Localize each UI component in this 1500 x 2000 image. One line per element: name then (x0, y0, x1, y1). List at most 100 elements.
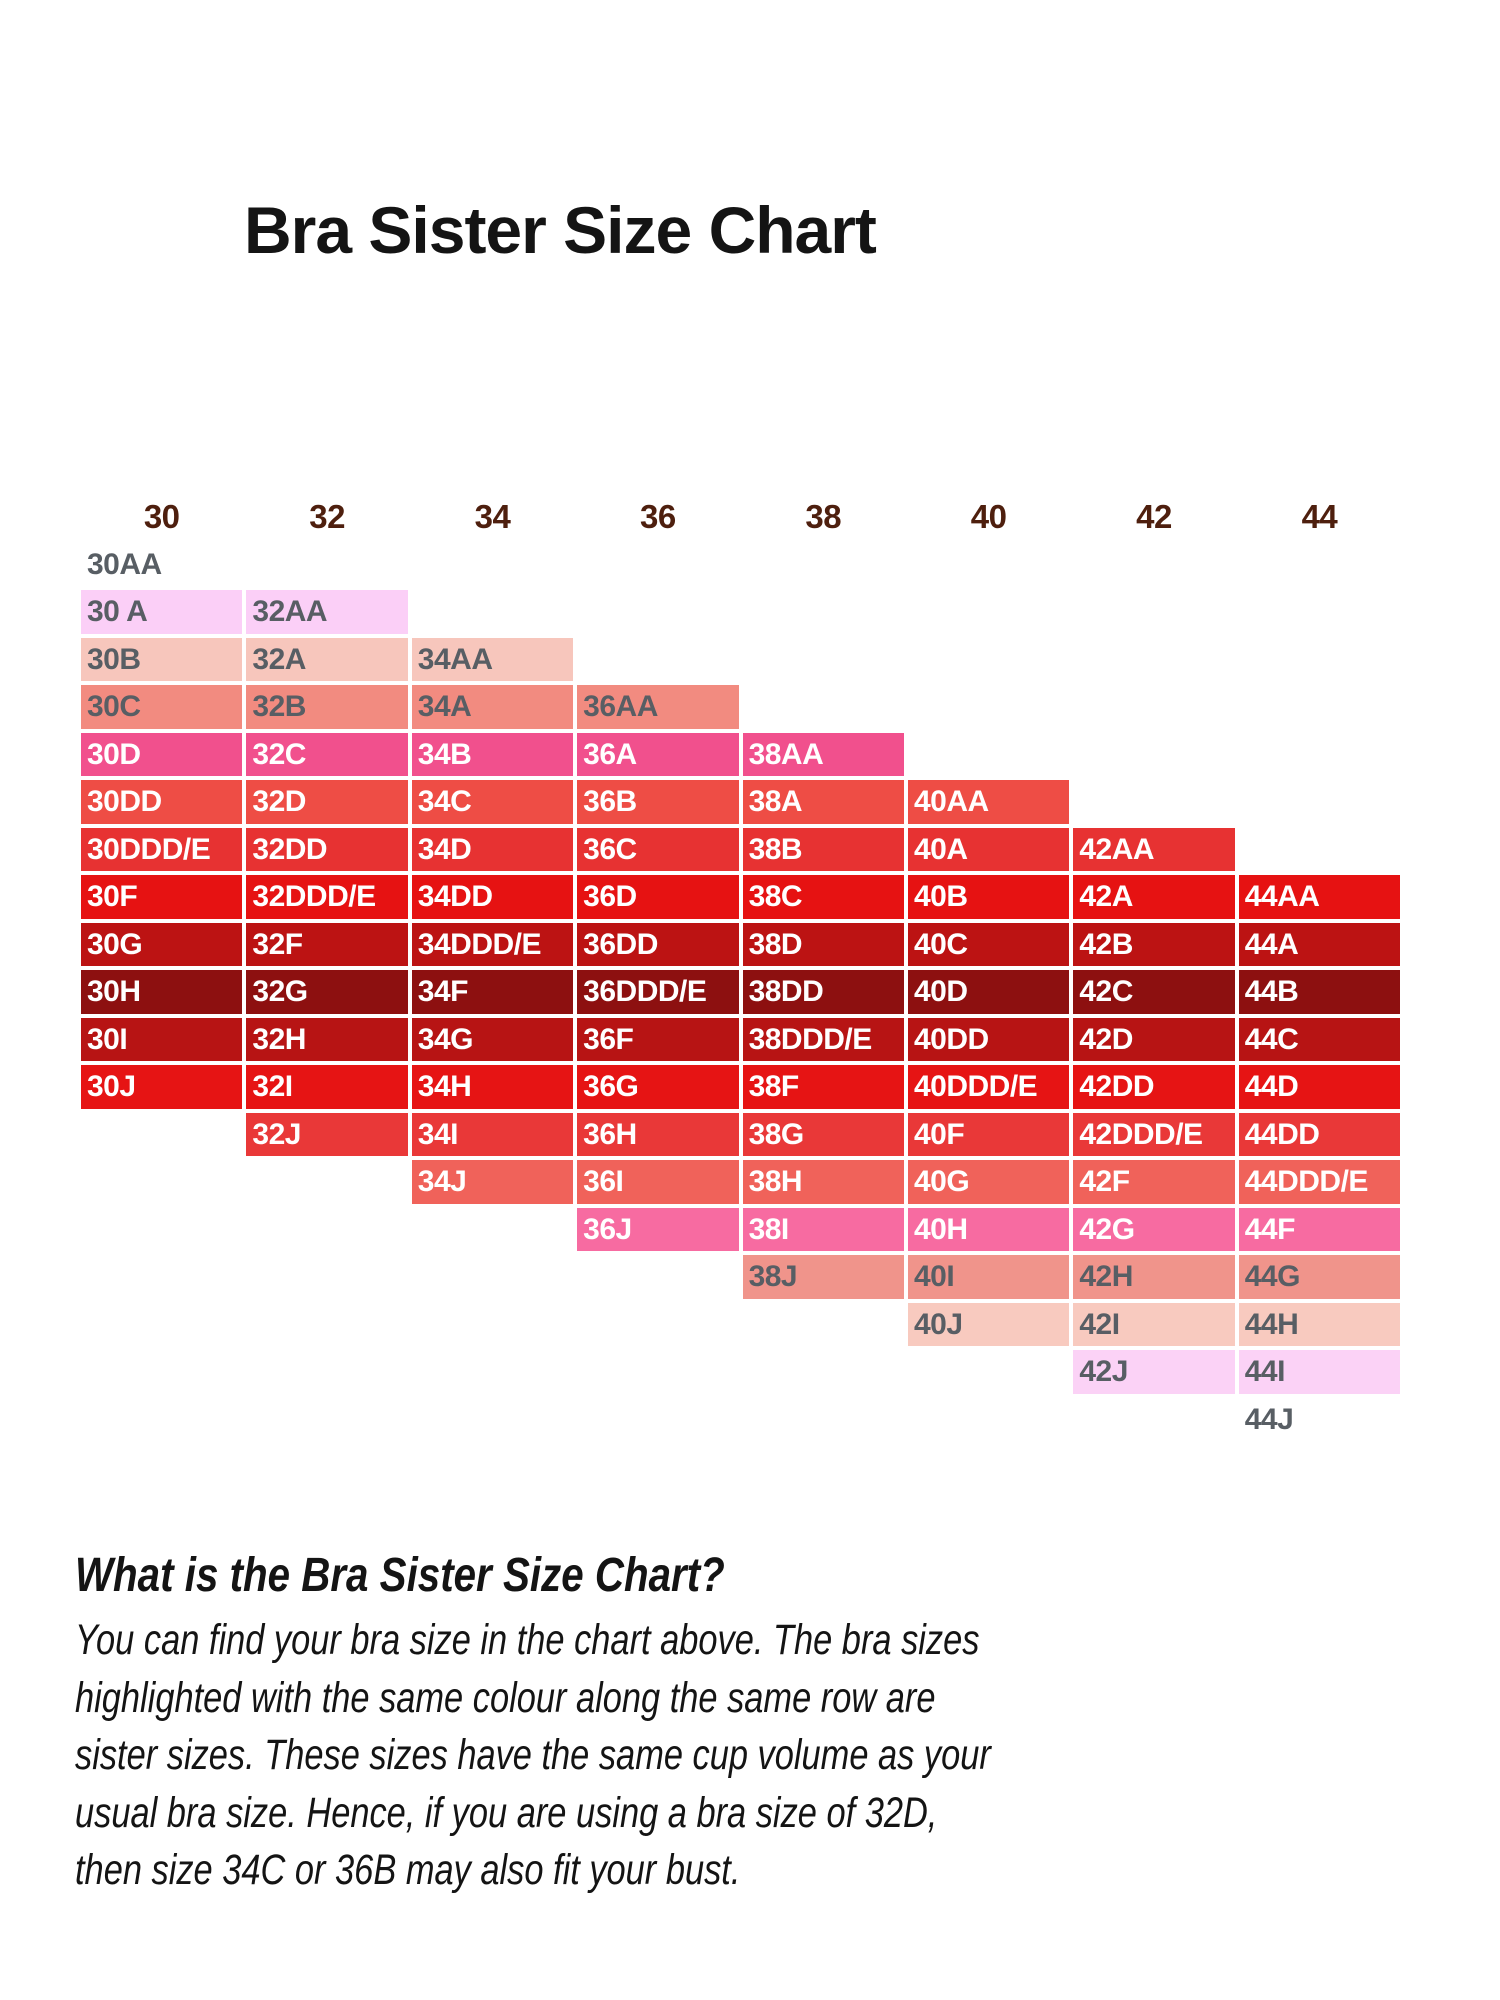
footer-section: What is the Bra Sister Size Chart? You c… (75, 1548, 1220, 1900)
size-cell-34DDDE: 34DDD/E (411, 922, 574, 966)
size-cell-42I: 42I (1073, 1302, 1235, 1346)
size-cell-34A: 34A (411, 685, 574, 729)
size-cell-38G: 38G (742, 1112, 904, 1156)
footer-line-1: You can find your bra size in the chart … (75, 1616, 980, 1664)
band-header-44: 44 (1301, 498, 1338, 535)
size-cell-40H: 40H (907, 1207, 1070, 1251)
size-cell-36H: 36H (577, 1112, 739, 1156)
size-cell-38B: 38B (742, 827, 904, 871)
size-cell-38A: 38A (742, 780, 904, 824)
size-cell-40F: 40F (907, 1112, 1070, 1156)
size-cell-44C: 44C (1238, 1017, 1401, 1061)
size-cell-30G: 30G (81, 922, 243, 966)
size-cell-30H: 30H (81, 970, 243, 1014)
size-cell-36D: 36D (577, 875, 739, 919)
footer-heading: What is the Bra Sister Size Chart? (75, 1549, 725, 1602)
size-cell-38J: 38J (742, 1255, 904, 1299)
footer-paragraph: You can find your bra size in the chart … (75, 1612, 1220, 1900)
band-header-42: 42 (1136, 498, 1172, 535)
band-header-40: 40 (970, 498, 1007, 535)
band-header-34: 34 (474, 498, 511, 535)
size-cell-42F: 42F (1073, 1160, 1235, 1204)
size-cell-30DDDE: 30DDD/E (81, 827, 243, 871)
size-cell-32H: 32H (246, 1017, 408, 1061)
size-cell-42H: 42H (1073, 1255, 1235, 1299)
size-cell-32DD: 32DD (246, 827, 408, 871)
size-cell-30C: 30C (81, 685, 243, 729)
size-cell-36B: 36B (577, 780, 739, 824)
size-cell-36AA: 36AA (577, 685, 739, 729)
size-cell-30AA: 30AA (87, 547, 162, 581)
size-cell-38DD: 38DD (742, 970, 904, 1014)
page-title: Bra Sister Size Chart (244, 193, 877, 267)
footer-line-4: usual bra size. Hence, if you are using … (75, 1788, 938, 1837)
size-cell-32F: 32F (246, 922, 408, 966)
size-cell-38H: 38H (742, 1160, 904, 1204)
size-cell-44D: 44D (1238, 1065, 1401, 1109)
size-cell-32D: 32D (246, 780, 408, 824)
size-cell-40D: 40D (907, 970, 1070, 1014)
footer-line-5: then size 34C or 36B may also fit your b… (75, 1846, 741, 1894)
size-cell-30B: 30B (81, 637, 243, 681)
size-cell-44I: 44I (1238, 1350, 1401, 1394)
band-header-32: 32 (309, 498, 345, 535)
size-cell-32I: 32I (246, 1065, 408, 1109)
size-cell-36G: 36G (577, 1065, 739, 1109)
size-cell-44J: 44J (1244, 1402, 1294, 1436)
size-cell-32AA: 32AA (246, 590, 408, 634)
size-cell-40A: 40A (907, 827, 1070, 871)
size-cell-42G: 42G (1073, 1207, 1235, 1251)
size-cell-44A: 44A (1238, 922, 1401, 966)
size-cell-34DD: 34DD (411, 875, 574, 919)
size-cell-30DD: 30DD (81, 780, 243, 824)
size-cell-32G: 32G (246, 970, 408, 1014)
size-cell-36J: 36J (577, 1207, 739, 1251)
size-cell-44G: 44G (1238, 1255, 1401, 1299)
size-cell-42DD: 42DD (1073, 1065, 1235, 1109)
size-cell-36C: 36C (577, 827, 739, 871)
size-cell-30J: 30J (81, 1065, 243, 1109)
size-cell-40B: 40B (907, 875, 1070, 919)
size-cell-36A: 36A (577, 732, 739, 776)
size-cell-38D: 38D (742, 922, 904, 966)
size-cell-36DD: 36DD (577, 922, 739, 966)
size-cell-42B: 42B (1073, 922, 1235, 966)
size-cell-32C: 32C (246, 732, 408, 776)
size-cell-34I: 34I (411, 1112, 574, 1156)
size-cell-34H: 34H (411, 1065, 574, 1109)
band-header-36: 36 (640, 498, 676, 535)
size-cell-30F: 30F (81, 875, 243, 919)
band-header-38: 38 (805, 498, 842, 535)
footer-line-2: highlighted with the same colour along t… (75, 1673, 936, 1722)
size-cell-44DDDE: 44DDD/E (1238, 1160, 1401, 1204)
size-cell-30A: 30 A (81, 590, 243, 634)
size-cell-38I: 38I (742, 1207, 904, 1251)
sister-size-chart-table: 30 32 34 36 38 40 42 44 30AA 30 A 32AA 30B 32A 34AA 30… (81, 495, 1401, 1441)
size-cell-40I: 40I (907, 1255, 1070, 1299)
size-cell-40G: 40G (907, 1160, 1070, 1204)
size-cell-34G: 34G (411, 1017, 574, 1061)
size-cell-38F: 38F (742, 1065, 904, 1109)
size-cell-34B: 34B (411, 732, 574, 776)
size-cell-44H: 44H (1238, 1302, 1401, 1346)
size-cell-38C: 38C (742, 875, 904, 919)
size-cell-42D: 42D (1073, 1017, 1235, 1061)
size-cell-44AA: 44AA (1238, 875, 1401, 919)
size-cell-32A: 32A (246, 637, 408, 681)
size-cell-34J: 34J (411, 1160, 574, 1204)
size-cell-32B: 32B (246, 685, 408, 729)
footer-line-3: sister sizes. These sizes have the same … (75, 1731, 991, 1779)
size-cell-44DD: 44DD (1238, 1112, 1401, 1156)
size-cell-34F: 34F (411, 970, 574, 1014)
size-cell-42AA: 42AA (1073, 827, 1235, 871)
size-cell-40C: 40C (907, 922, 1070, 966)
size-cell-36F: 36F (577, 1017, 739, 1061)
size-cell-42C: 42C (1073, 970, 1235, 1014)
size-cell-42A: 42A (1073, 875, 1235, 919)
size-cell-30I: 30I (81, 1017, 243, 1061)
size-cell-36I: 36I (577, 1160, 739, 1204)
size-cell-32J: 32J (246, 1112, 408, 1156)
size-cell-40DD: 40DD (907, 1017, 1070, 1061)
size-cell-44B: 44B (1238, 970, 1401, 1014)
size-cell-38AA: 38AA (742, 732, 904, 776)
